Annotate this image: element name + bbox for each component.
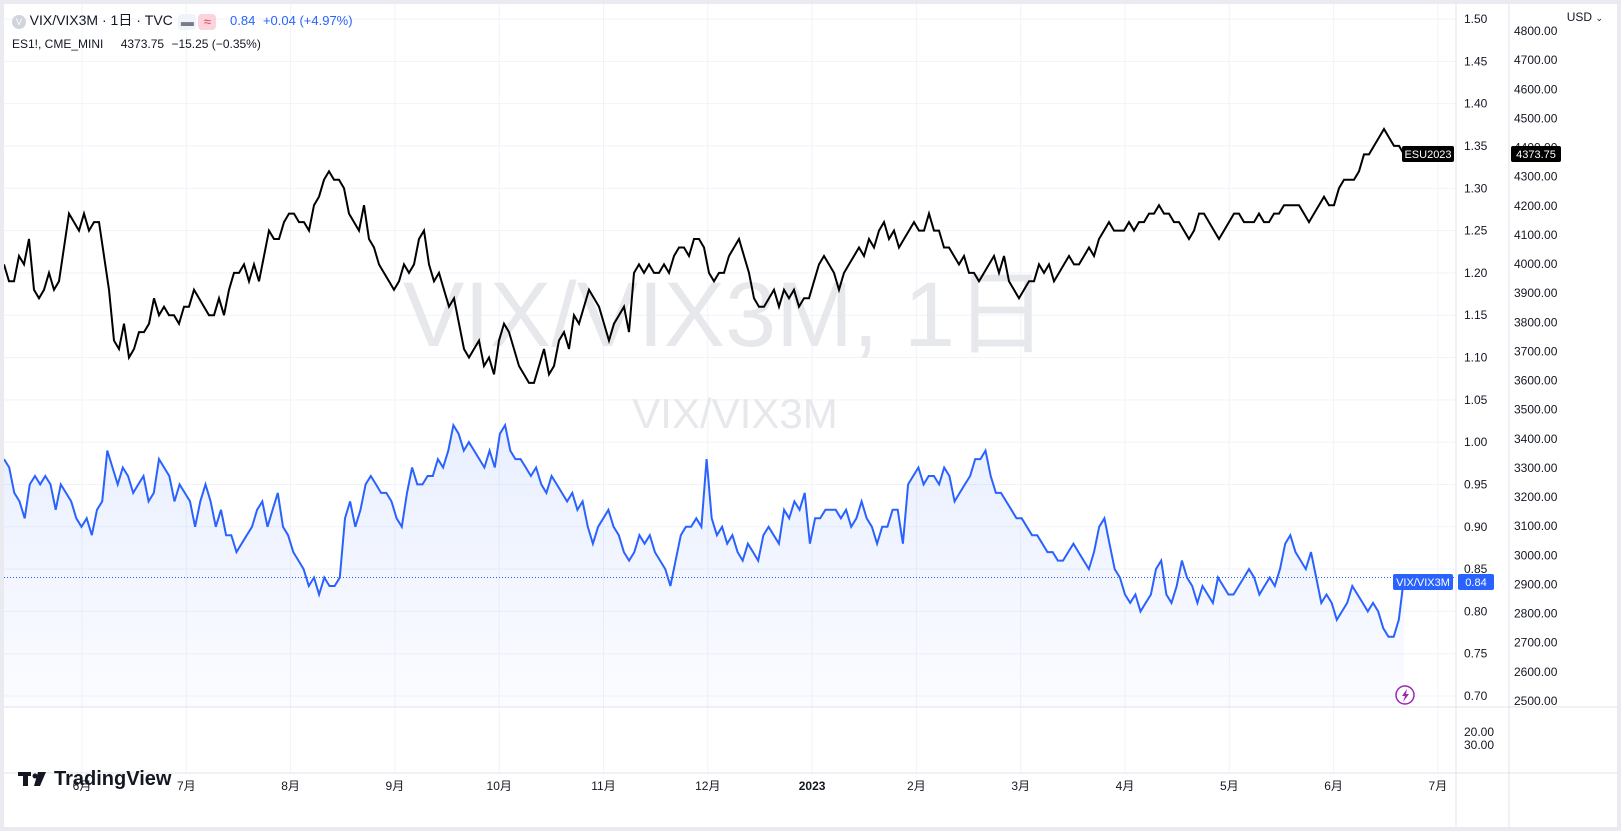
time-scale[interactable]: 6月 7月 8月 9月 10月 11月 12月 2023 2月 3月 4月 5月 6月 7月 bbox=[73, 779, 1448, 793]
right-tick-label: 2800.00 bbox=[1514, 607, 1558, 621]
left-tick-label: 0.75 bbox=[1464, 647, 1488, 661]
right-tick-label: 3700.00 bbox=[1514, 344, 1558, 358]
right-tick-label: 2600.00 bbox=[1514, 665, 1558, 679]
legend-symbol[interactable]: VIX/VIX3M · 1日 · TVC bbox=[29, 12, 173, 28]
right-tick-label: 3100.00 bbox=[1514, 519, 1558, 533]
left-tick-label: 1.35 bbox=[1464, 139, 1488, 153]
lightning-icon[interactable] bbox=[1395, 685, 1415, 705]
legend-last-value: 0.84 bbox=[230, 13, 256, 28]
x-tick-label: 5月 bbox=[1220, 779, 1239, 793]
main-last-labels: VIX/VIX3M 0.84 bbox=[1393, 574, 1494, 590]
right-tick-label: 4500.00 bbox=[1514, 111, 1558, 125]
left-tick-label: 1.10 bbox=[1464, 351, 1488, 365]
main-series-line bbox=[4, 422, 1405, 638]
right-tick-label: 4800.00 bbox=[1514, 24, 1558, 38]
left-tick-label: 1.00 bbox=[1464, 435, 1488, 449]
symbol-logo-icon: V bbox=[12, 14, 26, 29]
price-scale-left[interactable]: 1.50 1.45 1.40 1.35 1.30 1.25 1.20 1.15 1.10 1.05… bbox=[1464, 12, 1488, 703]
right-tick-label: 4000.00 bbox=[1514, 257, 1558, 271]
main-last-value-label: 0.84 bbox=[1465, 577, 1486, 589]
hide-series-icon[interactable]: ▬ bbox=[178, 13, 197, 30]
watermark-sub: VIX/VIX3M bbox=[632, 390, 837, 437]
legend-compare[interactable]: ES1!, CME_MINI 4373.75 −15.25 (−0.35%) bbox=[12, 37, 261, 51]
compare-series-line bbox=[4, 127, 1405, 384]
x-tick-label: 4月 bbox=[1116, 779, 1135, 793]
legend-main[interactable]: V VIX/VIX3M · 1日 · TVC ▬ ≈ 0.84 +0.04 (+4… bbox=[12, 10, 353, 30]
x-tick-label: 10月 bbox=[487, 779, 512, 793]
left-tick-label: 0.95 bbox=[1464, 477, 1488, 491]
tradingview-logo[interactable]: TradingView bbox=[18, 768, 171, 791]
right-tick-label: 4100.00 bbox=[1514, 228, 1558, 242]
x-tick-label: 8月 bbox=[281, 779, 300, 793]
right-tick-label: 4200.00 bbox=[1514, 199, 1558, 213]
right-tick-label: 4700.00 bbox=[1514, 53, 1558, 67]
x-tick-label: 3月 bbox=[1011, 779, 1030, 793]
right-tick-label: 3500.00 bbox=[1514, 403, 1558, 417]
chart-frame: VIX/VIX3M, 1日 VIX/VIX3M 1.50 1.45 1.40 1.35… bbox=[4, 4, 1617, 827]
right-tick-label: 2700.00 bbox=[1514, 636, 1558, 650]
left-tick-label: 0.85 bbox=[1464, 562, 1488, 576]
right-tick-label: 3800.00 bbox=[1514, 315, 1558, 329]
compare-last-value: 4373.75 bbox=[120, 37, 165, 51]
right-tick-label: 4600.00 bbox=[1514, 82, 1558, 96]
left-tick-label: 0.70 bbox=[1464, 689, 1488, 703]
left-tick-label: 1.50 bbox=[1464, 12, 1488, 26]
right-tick-label: 3200.00 bbox=[1514, 490, 1558, 504]
main-series-area bbox=[4, 425, 1404, 707]
right-tick-label: 3400.00 bbox=[1514, 432, 1558, 446]
right-tick-label: 2900.00 bbox=[1514, 577, 1558, 591]
x-tick-label: 11月 bbox=[591, 779, 615, 793]
main-series-name-label: VIX/VIX3M bbox=[1396, 577, 1450, 589]
right-tick-label: 3600.00 bbox=[1514, 374, 1558, 388]
tradingview-logo-icon bbox=[18, 771, 46, 786]
currency-label: USD bbox=[1566, 10, 1593, 24]
right-tick-label: 3300.00 bbox=[1514, 461, 1558, 475]
data-mode-icon[interactable]: ≈ bbox=[198, 13, 217, 30]
left-tick-label: 1.30 bbox=[1464, 181, 1488, 195]
compare-change: −15.25 (−0.35%) bbox=[171, 37, 261, 51]
price-scale-right[interactable]: 4800.004700.004600.004500.004400.004300.… bbox=[1514, 24, 1558, 708]
watermark-main: VIX/VIX3M, 1日 bbox=[403, 264, 1047, 366]
compare-last-labels: ESU2023 4373.75 bbox=[1402, 146, 1561, 162]
x-tick-label: 7月 bbox=[1429, 779, 1448, 793]
left-tick-label: 1.05 bbox=[1464, 393, 1488, 407]
left-tick-label: 0.90 bbox=[1464, 520, 1488, 534]
chevron-down-icon: ⌄ bbox=[1595, 13, 1603, 23]
left-tick-label: 1.45 bbox=[1464, 54, 1488, 68]
x-tick-label: 12月 bbox=[695, 779, 720, 793]
brand-name: TradingView bbox=[54, 768, 172, 790]
left-tick-label: 0.80 bbox=[1464, 604, 1488, 618]
right-tick-label: 4300.00 bbox=[1514, 170, 1558, 184]
left-tick-label: 1.20 bbox=[1464, 266, 1488, 280]
chart-area[interactable]: VIX/VIX3M, 1日 VIX/VIX3M 1.50 1.45 1.40 1.35… bbox=[4, 4, 1617, 827]
right-tick-label: 3900.00 bbox=[1514, 286, 1558, 300]
legend-change: +0.04 (+4.97%) bbox=[262, 13, 353, 28]
left-tick-label: 1.15 bbox=[1464, 308, 1488, 322]
right-tick-label: 3000.00 bbox=[1514, 548, 1558, 562]
x-tick-label: 7月 bbox=[177, 779, 196, 793]
left-tick-label: 1.25 bbox=[1464, 224, 1488, 238]
x-tick-label: 9月 bbox=[386, 779, 405, 793]
x-tick-label: 6月 bbox=[1324, 779, 1343, 793]
compare-symbol[interactable]: ES1!, CME_MINI bbox=[12, 37, 104, 51]
watermark: VIX/VIX3M, 1日 VIX/VIX3M bbox=[403, 264, 1047, 437]
x-tick-label: 6月 bbox=[73, 779, 92, 793]
compare-last-value-label: 4373.75 bbox=[1516, 149, 1556, 161]
compare-series-name-label: ESU2023 bbox=[1404, 149, 1451, 161]
x-tick-label: 2月 bbox=[907, 779, 926, 793]
right-tick-label: 2500.00 bbox=[1514, 694, 1558, 708]
lower-tick-label: 30.00 bbox=[1464, 738, 1494, 752]
lower-tick-label: 20.00 bbox=[1464, 725, 1494, 739]
x-tick-label: 2023 bbox=[799, 779, 826, 793]
currency-button[interactable]: USD ⌄ bbox=[1567, 10, 1603, 24]
left-tick-label: 1.40 bbox=[1464, 97, 1488, 111]
